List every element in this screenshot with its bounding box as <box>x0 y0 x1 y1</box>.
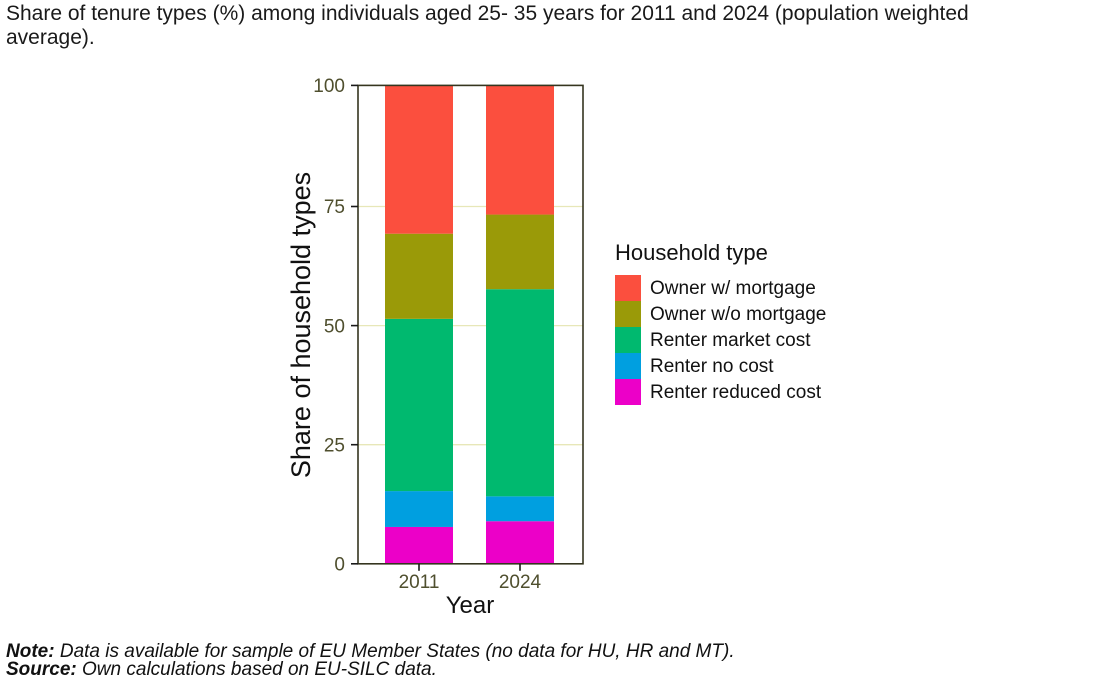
svg-text:2024: 2024 <box>499 572 542 593</box>
svg-text:2011: 2011 <box>399 572 440 593</box>
svg-text:75: 75 <box>324 197 345 218</box>
svg-text:Renter market cost: Renter market cost <box>650 330 811 351</box>
svg-text:Renter no cost: Renter no cost <box>650 356 774 377</box>
svg-text:25: 25 <box>324 435 345 456</box>
svg-text:Year: Year <box>446 592 495 619</box>
svg-text:Household type: Household type <box>615 240 768 265</box>
svg-text:Owner w/ mortgage: Owner w/ mortgage <box>650 278 816 299</box>
svg-text:0: 0 <box>334 555 345 576</box>
svg-text:Renter reduced cost: Renter reduced cost <box>650 382 822 403</box>
svg-text:Owner w/o mortgage: Owner w/o mortgage <box>650 304 826 325</box>
svg-text:Share of household types: Share of household types <box>286 172 316 478</box>
svg-text:100: 100 <box>313 76 345 97</box>
svg-text:50: 50 <box>324 316 345 337</box>
